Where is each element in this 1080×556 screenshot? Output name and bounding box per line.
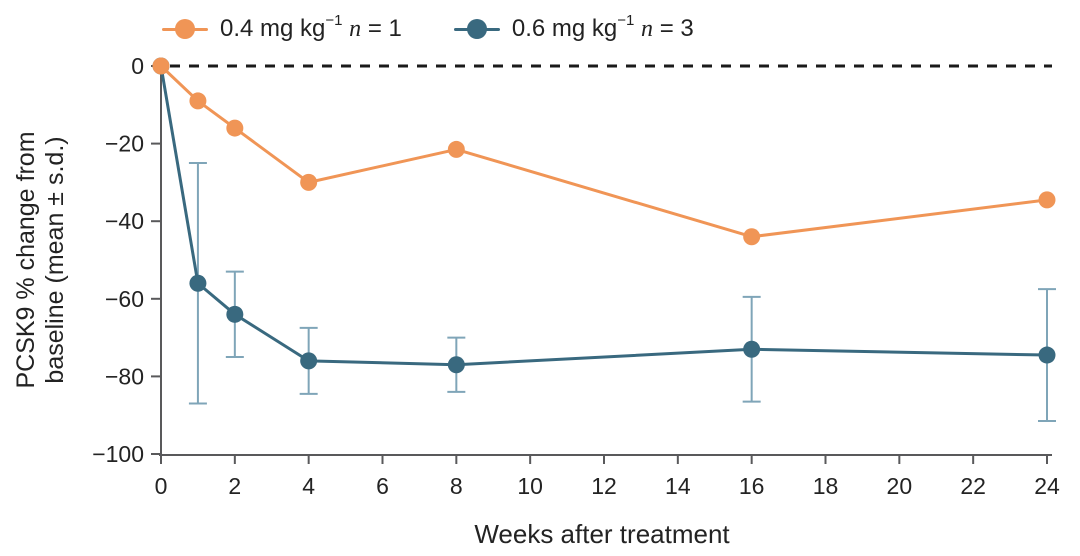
legend-item-dose-0-4: 0.4 mg kg−1 n = 1	[162, 13, 402, 45]
axes	[159, 64, 1052, 456]
x-tick-label: 24	[1034, 473, 1060, 499]
data-point-marker	[189, 92, 207, 110]
legend-label-dose-0-6: 0.6 mg kg−1 n = 3	[511, 12, 694, 42]
x-tick-label: 22	[960, 473, 986, 499]
y-axis-ticks: 0 −20 −40 −60 −80 −100	[92, 53, 161, 467]
data-point-marker	[152, 57, 170, 75]
x-tick-label: 18	[813, 473, 839, 499]
legend-item-dose-0-6: 0.6 mg kg−1 n = 3	[453, 12, 694, 45]
data-point-marker	[300, 173, 318, 191]
data-point-marker	[189, 274, 207, 292]
x-tick-label: 14	[665, 473, 691, 499]
series-0	[152, 57, 1056, 246]
x-tick-label: 16	[739, 473, 765, 499]
legend-dot-swatch	[175, 19, 195, 39]
x-tick-label: 12	[591, 473, 617, 499]
x-axis-title: Weeks after treatment	[474, 519, 730, 549]
data-point-marker	[1038, 191, 1056, 209]
y-tick-label: −20	[105, 131, 144, 157]
series-line	[159, 64, 1049, 239]
legend-marker-teal-icon	[453, 18, 500, 40]
x-tick-label: 2	[228, 473, 241, 499]
data-point-marker	[1038, 346, 1056, 364]
x-tick-label: 20	[887, 473, 913, 499]
error-bars	[188, 162, 1056, 423]
legend-dot-swatch	[466, 19, 487, 39]
y-axis-title-line2: baseline (mean ± s.d.)	[41, 136, 69, 383]
series-1	[152, 57, 1056, 423]
y-tick-label: −100	[92, 441, 144, 467]
x-tick-label: 6	[376, 473, 389, 499]
x-tick-label: 8	[450, 473, 463, 499]
y-axis-title-line1: PCSK9 % change from	[12, 131, 40, 388]
y-tick-label: −60	[105, 286, 144, 312]
y-tick-label: −40	[105, 208, 144, 234]
data-point-marker	[226, 119, 244, 137]
legend-marker-orange-icon	[162, 18, 208, 40]
legend-label-dose-0-4: 0.4 mg kg−1 n = 1	[220, 12, 402, 42]
chart-legend: 0.4 mg kg−1 n = 1 0.6 mg kg−1 n = 3	[162, 13, 694, 45]
y-tick-label: 0	[131, 53, 144, 79]
data-point-marker	[447, 140, 465, 158]
x-tick-label: 10	[517, 473, 543, 499]
x-tick-label: 0	[155, 473, 168, 499]
x-axis-ticks: 0 2 4 6 8 10 12 14 16 18 20 22 24	[155, 455, 1060, 499]
data-point-marker	[743, 340, 761, 358]
data-point-marker	[447, 356, 465, 374]
y-tick-label: −80	[105, 363, 144, 389]
y-axis-title: PCSK9 % change from baseline (mean ± s.d.…	[12, 131, 69, 388]
data-point-marker	[300, 352, 318, 370]
data-point-marker	[226, 305, 244, 323]
x-tick-label: 4	[302, 473, 315, 499]
data-point-marker	[743, 228, 761, 246]
